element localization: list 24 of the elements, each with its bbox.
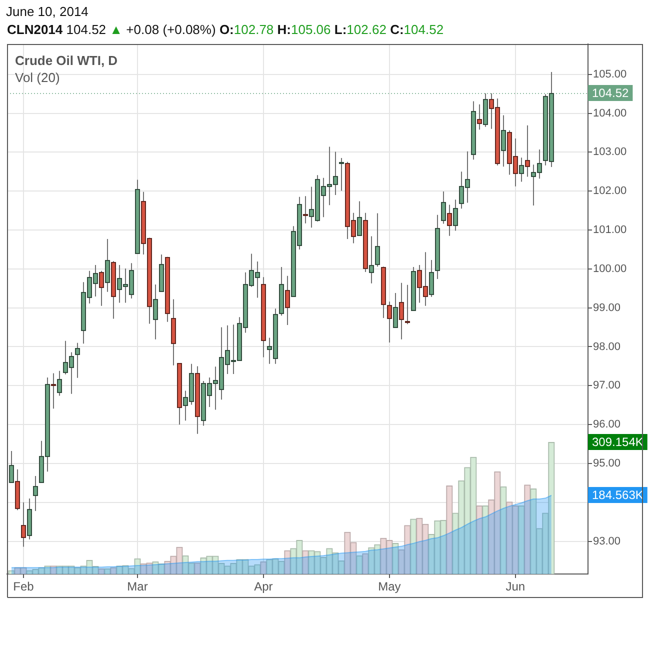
y-tick-label: 98.00 <box>593 340 621 353</box>
y-tick-label: 96.00 <box>593 418 621 431</box>
chart-title: June 10, 2014 <box>6 4 88 20</box>
x-tick-label: May <box>378 580 401 594</box>
text: CLN2014 104.52 ▲ +0.08 (+0.08%) O:102.78 H:105.06 L:102.62 C:104.52 <box>7 22 444 37</box>
y-tick-label: 101.00 <box>593 224 627 236</box>
ref-line-label: 104.52 <box>592 86 630 100</box>
annotation: Crude Oil WTI, D <box>15 53 118 69</box>
y-tick-label: 102.00 <box>593 185 627 198</box>
y-tick-label: 95.00 <box>593 458 621 470</box>
y-tick-label: 93.00 <box>593 535 621 548</box>
y-tick-label: 100.00 <box>593 262 627 275</box>
x-tick-label: Jun <box>506 580 526 594</box>
x-tick-label: Apr <box>254 580 273 594</box>
y-tick-label: 105.00 <box>593 68 627 80</box>
y-tick-label: 97.00 <box>593 380 621 392</box>
y-tick-label: 104.00 <box>593 107 627 120</box>
y2-tick-label: 184.563K <box>592 488 644 502</box>
y2-tick-label: 309.154K <box>592 434 644 449</box>
y-tick-label: 103.00 <box>593 146 627 158</box>
y-tick-label: 99.00 <box>593 302 621 314</box>
x-tick-label: Feb <box>13 580 34 594</box>
annotation: Vol (20) <box>15 70 60 86</box>
x-tick-label: Mar <box>127 580 148 594</box>
